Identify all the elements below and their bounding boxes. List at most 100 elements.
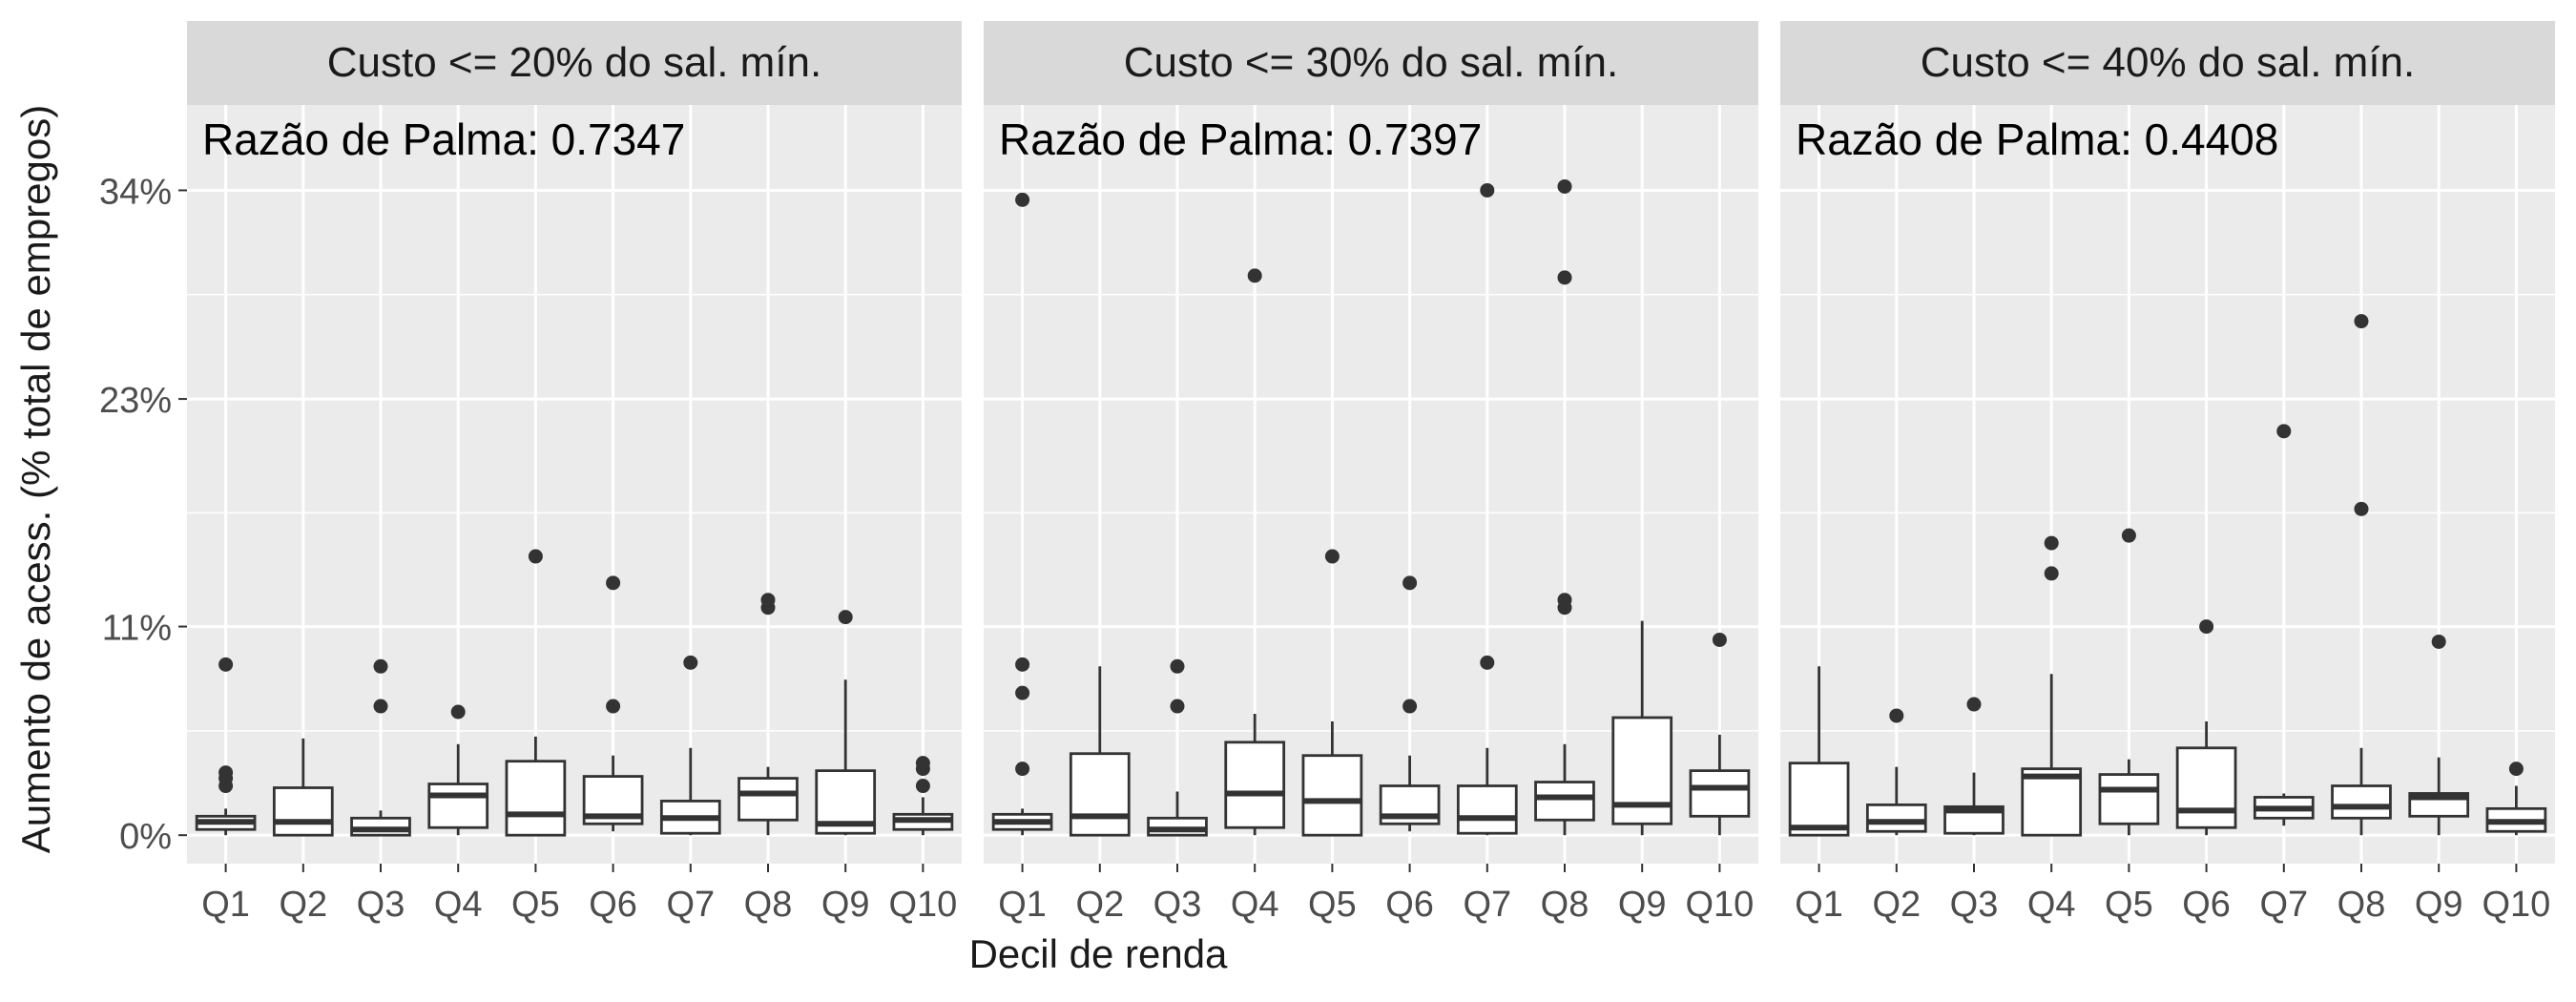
outlier-point bbox=[1480, 655, 1495, 670]
x-tick-label: Q4 bbox=[1231, 885, 1279, 925]
x-tick-label: Q6 bbox=[589, 885, 637, 925]
panel-background bbox=[187, 105, 962, 864]
outlier-point bbox=[1247, 268, 1262, 283]
boxplot-q10 bbox=[892, 756, 954, 836]
boxplot-q7 bbox=[659, 655, 721, 836]
boxplot-q6 bbox=[582, 575, 644, 832]
outlier-point bbox=[1324, 549, 1340, 564]
x-tick-label: Q8 bbox=[744, 885, 793, 925]
outlier-point bbox=[450, 704, 466, 720]
x-tick-label: Q9 bbox=[1618, 885, 1667, 925]
box bbox=[1069, 752, 1131, 837]
x-axis-title: Decil de renda bbox=[969, 931, 1228, 976]
box bbox=[737, 777, 799, 822]
x-tick-label: Q3 bbox=[1153, 885, 1202, 925]
x-tick-label: Q7 bbox=[1463, 885, 1511, 925]
outlier-point bbox=[2508, 762, 2524, 777]
outlier-point bbox=[1015, 192, 1030, 207]
box bbox=[272, 786, 334, 837]
x-tick-label: Q7 bbox=[666, 885, 715, 925]
x-tick-label: Q3 bbox=[357, 885, 405, 925]
facet-strip-label: Custo <= 30% do sal. mín. bbox=[1124, 39, 1619, 86]
outlier-point bbox=[1557, 178, 1572, 194]
outlier-point bbox=[683, 655, 698, 670]
boxplot-q9 bbox=[2408, 634, 2470, 836]
x-tick-label: Q10 bbox=[2482, 885, 2550, 925]
boxplot-q9 bbox=[815, 610, 877, 836]
x-tick-label: Q8 bbox=[1541, 885, 1589, 925]
outlier-point bbox=[1170, 699, 1185, 714]
facet-panel: Custo <= 30% do sal. mín. Razão de Palma:… bbox=[984, 21, 1758, 925]
box bbox=[1689, 769, 1751, 818]
outlier-point bbox=[2276, 424, 2292, 439]
outlier-point bbox=[915, 756, 930, 771]
x-tick-label: Q2 bbox=[1872, 885, 1921, 925]
outlier-point bbox=[1966, 697, 1982, 712]
box bbox=[1534, 781, 1595, 822]
facet-strip bbox=[1780, 21, 2555, 105]
boxplot-q2 bbox=[1865, 708, 1927, 836]
outlier-point bbox=[1015, 685, 1030, 700]
outlier-point bbox=[606, 575, 621, 591]
box bbox=[2021, 767, 2083, 837]
outlier-point bbox=[1402, 575, 1418, 591]
box bbox=[1788, 762, 1850, 837]
boxplot-q8 bbox=[2331, 314, 2392, 836]
outlier-point bbox=[218, 657, 234, 672]
x-tick-label: Q9 bbox=[821, 885, 870, 925]
outlier-point bbox=[1170, 658, 1185, 674]
outlier-point bbox=[838, 610, 853, 625]
outlier-point bbox=[1015, 762, 1030, 777]
facet-strip bbox=[984, 21, 1758, 105]
box bbox=[1301, 754, 1363, 837]
facet-panel: Custo <= 20% do sal. mín. Razão de Palma:… bbox=[187, 21, 962, 925]
box bbox=[2331, 784, 2392, 820]
outlier-point bbox=[1557, 270, 1572, 285]
boxplot-q10 bbox=[2485, 762, 2547, 836]
box bbox=[1224, 741, 1286, 829]
x-tick-label: Q4 bbox=[434, 885, 483, 925]
x-tick-label: Q4 bbox=[2027, 885, 2076, 925]
boxplot-q5 bbox=[505, 549, 567, 837]
outlier-point bbox=[2044, 535, 2059, 551]
x-tick-label: Q3 bbox=[1950, 885, 1999, 925]
outlier-point bbox=[2044, 566, 2059, 581]
outlier-point bbox=[1480, 182, 1495, 198]
boxplot-q3 bbox=[1943, 697, 2005, 836]
box bbox=[2098, 773, 2160, 825]
outlier-point bbox=[2354, 501, 2369, 516]
boxplot-q5 bbox=[2098, 528, 2160, 836]
boxplot-q8 bbox=[737, 593, 799, 836]
x-tick-label: Q5 bbox=[2105, 885, 2153, 925]
box bbox=[505, 760, 567, 837]
outlier-point bbox=[2121, 528, 2136, 543]
boxplot-q5 bbox=[1301, 549, 1363, 837]
boxplot-q9 bbox=[1611, 620, 1673, 836]
outlier-point bbox=[915, 779, 930, 794]
facet-panel: Custo <= 40% do sal. mín. Razão de Palma:… bbox=[1780, 21, 2555, 925]
box bbox=[427, 783, 489, 829]
x-tick-label: Q6 bbox=[2182, 885, 2231, 925]
palma-ratio-annotation: Razão de Palma: 0.7397 bbox=[999, 115, 1482, 164]
outlier-point bbox=[2199, 619, 2214, 635]
outlier-point bbox=[373, 699, 388, 714]
x-tick-label: Q10 bbox=[1685, 885, 1754, 925]
x-tick-label: Q5 bbox=[511, 885, 560, 925]
boxplot-q1 bbox=[195, 657, 257, 836]
outlier-point bbox=[373, 658, 388, 674]
facet-strip-label: Custo <= 40% do sal. mín. bbox=[1921, 39, 2416, 86]
outlier-point bbox=[1015, 657, 1030, 672]
boxplot-q4 bbox=[1224, 268, 1286, 836]
y-tick-label: 34% bbox=[99, 172, 172, 212]
boxplot-q7 bbox=[1456, 182, 1518, 836]
boxplot-q10 bbox=[1689, 632, 1751, 836]
x-tick-label: Q8 bbox=[2337, 885, 2386, 925]
outlier-point bbox=[1557, 593, 1572, 608]
outlier-point bbox=[1712, 632, 1727, 647]
facet-strip-label: Custo <= 20% do sal. mín. bbox=[327, 39, 822, 86]
boxplot-q1 bbox=[1788, 666, 1850, 837]
boxplot-q3 bbox=[350, 658, 411, 837]
palma-ratio-annotation: Razão de Palma: 0.7347 bbox=[202, 115, 685, 164]
boxplot-q3 bbox=[1147, 658, 1208, 837]
